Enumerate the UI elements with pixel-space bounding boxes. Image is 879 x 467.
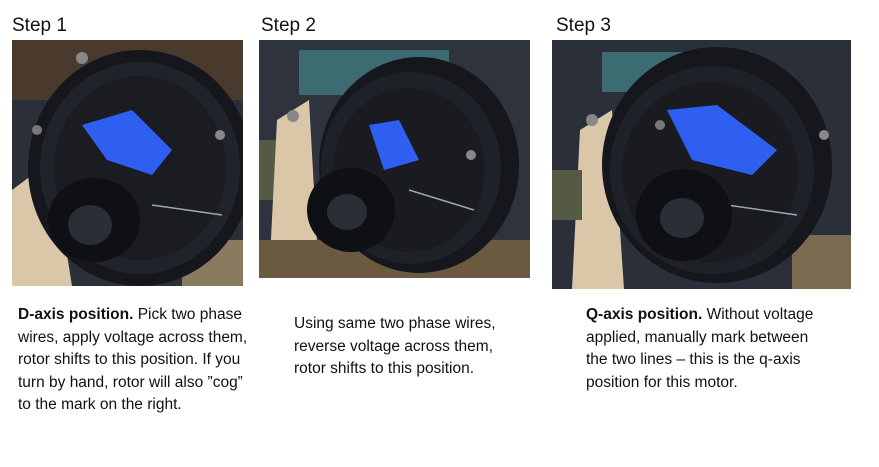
step-3-title: Step 3: [556, 15, 611, 36]
step-1-photo: [12, 40, 243, 286]
step-1-caption-text: Pick two phase wires, apply voltage acro…: [18, 306, 248, 413]
step-2-title: Step 2: [261, 15, 316, 36]
step-3-photo: [552, 40, 851, 289]
step-1-title: Step 1: [12, 15, 67, 36]
step-2-photo: [259, 40, 530, 278]
step-3-caption-heading: Q-axis position.: [586, 306, 703, 323]
step-2-caption-text: Using same two phase wires, reverse volt…: [294, 315, 496, 377]
step-3-caption-text: Without voltage applied, manually mark b…: [586, 306, 814, 391]
step-1-caption: D-axis position. Pick two phase wires, a…: [18, 304, 250, 417]
step-3-caption: Q-axis position. Without voltage applied…: [586, 304, 826, 394]
step-2-caption: Using same two phase wires, reverse volt…: [294, 313, 526, 381]
step-1-caption-heading: D-axis position.: [18, 306, 134, 323]
